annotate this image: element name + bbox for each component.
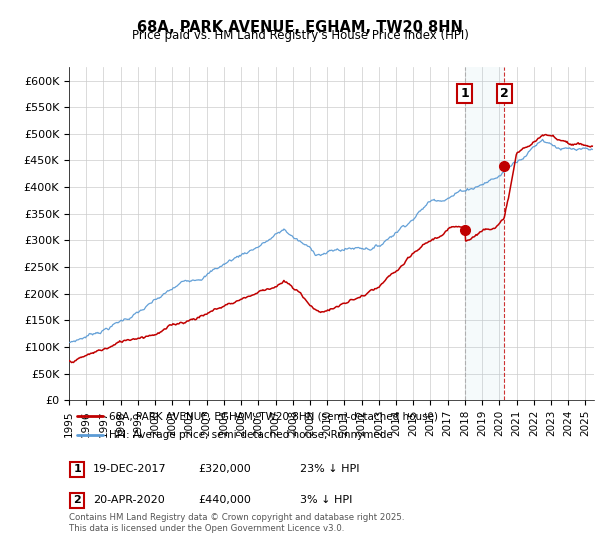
Text: Price paid vs. HM Land Registry's House Price Index (HPI): Price paid vs. HM Land Registry's House … bbox=[131, 29, 469, 42]
Text: 23% ↓ HPI: 23% ↓ HPI bbox=[300, 464, 359, 474]
Text: 2: 2 bbox=[500, 87, 509, 100]
Text: 19-DEC-2017: 19-DEC-2017 bbox=[93, 464, 167, 474]
Text: 1: 1 bbox=[461, 87, 469, 100]
Text: Contains HM Land Registry data © Crown copyright and database right 2025.: Contains HM Land Registry data © Crown c… bbox=[69, 514, 404, 522]
Text: HPI: Average price, semi-detached house, Runnymede: HPI: Average price, semi-detached house,… bbox=[109, 430, 392, 440]
Text: £440,000: £440,000 bbox=[198, 494, 251, 505]
Text: This data is licensed under the Open Government Licence v3.0.: This data is licensed under the Open Gov… bbox=[69, 524, 344, 533]
Text: 3% ↓ HPI: 3% ↓ HPI bbox=[300, 494, 352, 505]
Bar bbox=[465, 67, 505, 400]
Text: 1: 1 bbox=[73, 464, 81, 474]
Text: 20-APR-2020: 20-APR-2020 bbox=[93, 494, 165, 505]
Text: 2: 2 bbox=[73, 495, 81, 505]
Text: 68A, PARK AVENUE, EGHAM, TW20 8HN: 68A, PARK AVENUE, EGHAM, TW20 8HN bbox=[137, 20, 463, 35]
Text: £320,000: £320,000 bbox=[198, 464, 251, 474]
Text: 68A, PARK AVENUE, EGHAM, TW20 8HN (semi-detached house): 68A, PARK AVENUE, EGHAM, TW20 8HN (semi-… bbox=[109, 411, 437, 421]
